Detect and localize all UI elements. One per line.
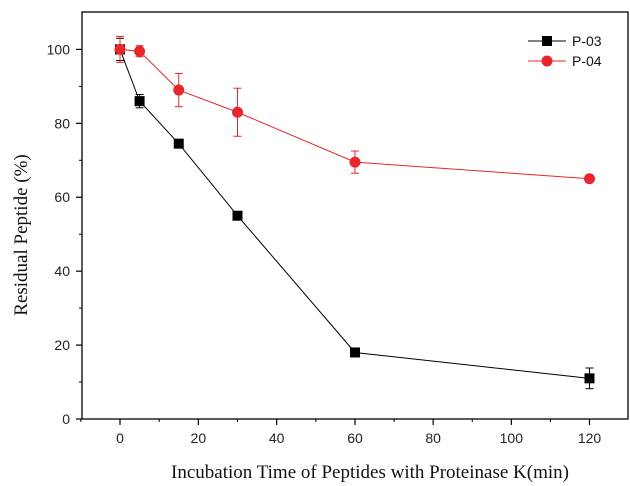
data-point-circle <box>114 43 126 55</box>
legend: P-03 P-04 <box>528 33 602 69</box>
legend-marker-square <box>542 36 552 46</box>
series-p-04 <box>114 35 595 185</box>
data-point-circle <box>134 45 146 57</box>
series-line <box>119 49 590 379</box>
y-tick-label: 80 <box>54 115 70 131</box>
legend-marker-circle <box>541 55 553 67</box>
x-tick-label: 40 <box>269 430 285 446</box>
data-point-circle <box>349 156 361 168</box>
axis-ticks: 0 20 40 60 80 100 120 0 20 40 60 80 100 <box>47 41 602 446</box>
y-axis-label: Residual Peptide (%) <box>11 154 32 315</box>
x-tick-label: 60 <box>347 430 363 446</box>
legend-item-p-03: P-03 <box>528 33 602 49</box>
data-point-circle <box>232 106 244 118</box>
y-tick-label: 100 <box>47 41 71 57</box>
data-series <box>114 35 595 390</box>
y-tick-label: 60 <box>54 189 70 205</box>
x-tick-label: 20 <box>191 430 207 446</box>
legend-label: P-03 <box>572 33 602 49</box>
legend-item-p-04: P-04 <box>528 53 602 69</box>
x-tick-label: 80 <box>425 430 441 446</box>
data-point-square <box>173 138 184 149</box>
plot-frame <box>81 11 629 420</box>
x-axis-label: Incubation Time of Peptides with Protein… <box>171 462 569 483</box>
plot-border <box>81 11 629 420</box>
legend-label: P-04 <box>572 53 602 69</box>
data-point-circle <box>583 173 595 185</box>
x-tick-label: 120 <box>578 430 602 446</box>
series-p-03 <box>115 37 595 390</box>
data-point-square <box>232 210 243 221</box>
data-point-square <box>134 96 145 107</box>
x-tick-label: 100 <box>500 430 524 446</box>
x-tick-label: 0 <box>116 430 124 446</box>
y-tick-label: 20 <box>54 337 70 353</box>
y-tick-label: 40 <box>54 263 70 279</box>
y-tick-label: 0 <box>62 411 70 427</box>
data-point-circle <box>173 84 185 96</box>
data-point-square <box>584 373 595 384</box>
data-point-square <box>350 347 361 358</box>
